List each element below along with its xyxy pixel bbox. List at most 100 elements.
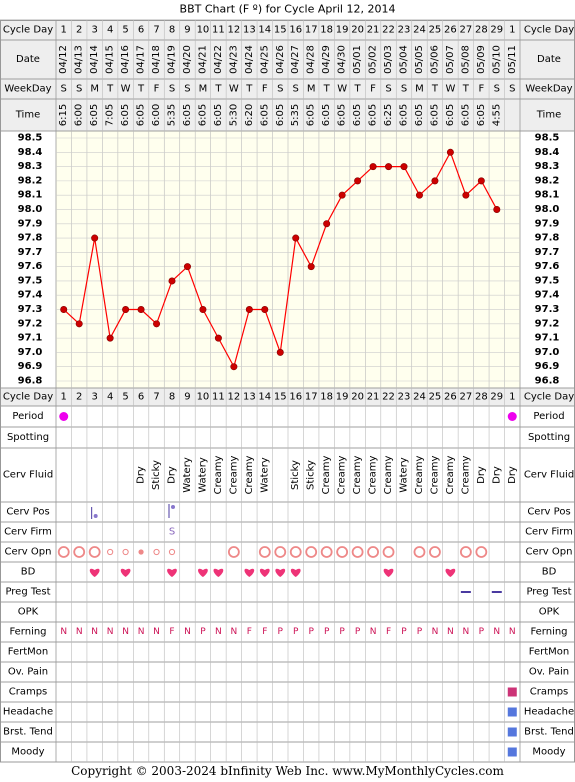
- bd-heart: [244, 568, 255, 577]
- time-label: 6:05: [275, 104, 286, 126]
- weekday-label: T: [462, 84, 470, 95]
- date-label: 04/25: [259, 45, 270, 74]
- cycle-day-label: 4: [107, 392, 113, 403]
- cycle-day-label: 1: [509, 392, 515, 403]
- cerv-pos-dot: [171, 505, 175, 509]
- ferning-label: P: [417, 627, 423, 637]
- cycle-day-label: 14: [258, 25, 271, 36]
- temperature-point: [106, 334, 114, 342]
- cerv-opn-large: [73, 546, 86, 558]
- row-label-right: Time: [536, 110, 561, 121]
- row-label-right: WeekDay: [525, 84, 572, 95]
- cycle-day-label: 10: [197, 25, 210, 36]
- cycle-day-label: 15: [274, 392, 287, 403]
- cerv-opn-large: [459, 546, 472, 558]
- row-label-left: Brst. Tend: [3, 727, 53, 738]
- cerv-fluid-label: Sticky: [306, 460, 317, 490]
- bd-heart: [89, 568, 100, 577]
- y-tick-label-right: 98.2: [535, 175, 560, 186]
- y-tick-label-left: 98.3: [18, 161, 43, 172]
- row-label-left: OPK: [18, 607, 39, 618]
- date-label: 04/29: [321, 45, 332, 74]
- cycle-day-label: 7: [153, 392, 159, 403]
- row-label-left: Spotting: [7, 432, 49, 443]
- cycle-day-label: 24: [413, 25, 426, 36]
- weekday-label: M: [199, 84, 208, 95]
- cerv-opn-large: [305, 546, 318, 558]
- temperature-point: [91, 234, 99, 242]
- weekday-label: T: [431, 84, 439, 95]
- date-label: 04/27: [290, 45, 301, 74]
- row-label-left: Cycle Day: [3, 25, 53, 36]
- ferning-label: P: [479, 627, 485, 637]
- ferning-label: N: [432, 627, 439, 637]
- bd-heart: [275, 568, 286, 577]
- row-label-left: Cerv Firm: [4, 527, 52, 538]
- ferning-label: N: [138, 627, 145, 637]
- cerv-fluid-label: Creamy: [228, 456, 239, 495]
- bd-heart: [213, 568, 224, 577]
- time-label: 6:05: [337, 104, 348, 126]
- row-label-right: Headache: [524, 707, 574, 718]
- y-tick-label-left: 98.4: [18, 147, 43, 158]
- row-label-right: BD: [542, 567, 557, 578]
- cerv-fluid-label: Creamy: [213, 456, 224, 495]
- cycle-day-label: 22: [382, 392, 395, 403]
- cycle-day-label: 10: [197, 392, 210, 403]
- bd-heart: [167, 568, 177, 577]
- row-label-left: Ov. Pain: [8, 667, 48, 678]
- date-label: 04/22: [213, 45, 224, 74]
- cycle-day-label: 21: [367, 392, 380, 403]
- row-label-right: Moody: [532, 747, 565, 758]
- symptom-marker-headache: [507, 707, 517, 717]
- y-tick-label-right: 98.0: [535, 204, 560, 215]
- ferning-label: P: [278, 627, 284, 637]
- weekday-label: F: [154, 84, 160, 95]
- ferning-label: N: [493, 627, 500, 637]
- cycle-day-label: 17: [305, 392, 318, 403]
- cycle-day-label: 15: [274, 25, 287, 36]
- ferning-label: P: [293, 627, 299, 637]
- cycle-day-label: 7: [153, 25, 159, 36]
- ferning-label: P: [401, 627, 407, 637]
- cerv-opn-dot: [138, 549, 144, 555]
- cerv-opn-large: [475, 546, 488, 558]
- ferning-label: F: [169, 627, 174, 637]
- symptom-marker-cramps: [507, 687, 517, 697]
- date-label: 04/19: [167, 45, 178, 74]
- ferning-label: N: [215, 627, 222, 637]
- temperature-point: [214, 334, 222, 342]
- temperature-point: [415, 191, 423, 199]
- weekday-label: F: [478, 84, 484, 95]
- ferning-label: F: [262, 627, 267, 637]
- date-label: 04/26: [275, 45, 286, 74]
- temperature-point: [493, 205, 501, 213]
- cerv-fluid-label: Creamy: [460, 456, 471, 495]
- row-label-right: Cycle Day: [524, 25, 574, 36]
- cerv-fluid-label: Creamy: [368, 456, 379, 495]
- y-tick-label-right: 98.4: [535, 147, 560, 158]
- row-label-right: Period: [533, 411, 564, 422]
- y-tick-label-right: 97.3: [535, 304, 560, 315]
- row-label-left: Preg Test: [5, 587, 50, 598]
- symptom-marker-moody: [507, 747, 517, 757]
- row-label-right: Cramps: [530, 687, 569, 698]
- row-label-right: Cerv Fluid: [524, 470, 574, 481]
- cerv-fluid-label: Watery: [259, 457, 270, 493]
- row-label-right: Preg Test: [526, 587, 571, 598]
- cycle-day-label: 3: [91, 25, 97, 36]
- date-label: 04/16: [120, 45, 131, 74]
- y-tick-label-right: 97.4: [535, 290, 560, 301]
- cycle-day-label: 19: [336, 25, 349, 36]
- y-tick-label-right: 97.1: [535, 333, 560, 344]
- row-label-right: Cerv Opn: [526, 547, 573, 558]
- cycle-day-label: 9: [184, 392, 190, 403]
- y-tick-label-right: 96.9: [535, 361, 560, 372]
- row-label-right: OPK: [539, 607, 560, 618]
- cerv-fluid-label: Creamy: [429, 456, 440, 495]
- symptom-marker-brst-tend: [507, 727, 517, 737]
- cycle-day-label: 27: [459, 392, 472, 403]
- weekday-label: W: [337, 84, 347, 95]
- y-tick-label-left: 96.8: [18, 376, 43, 387]
